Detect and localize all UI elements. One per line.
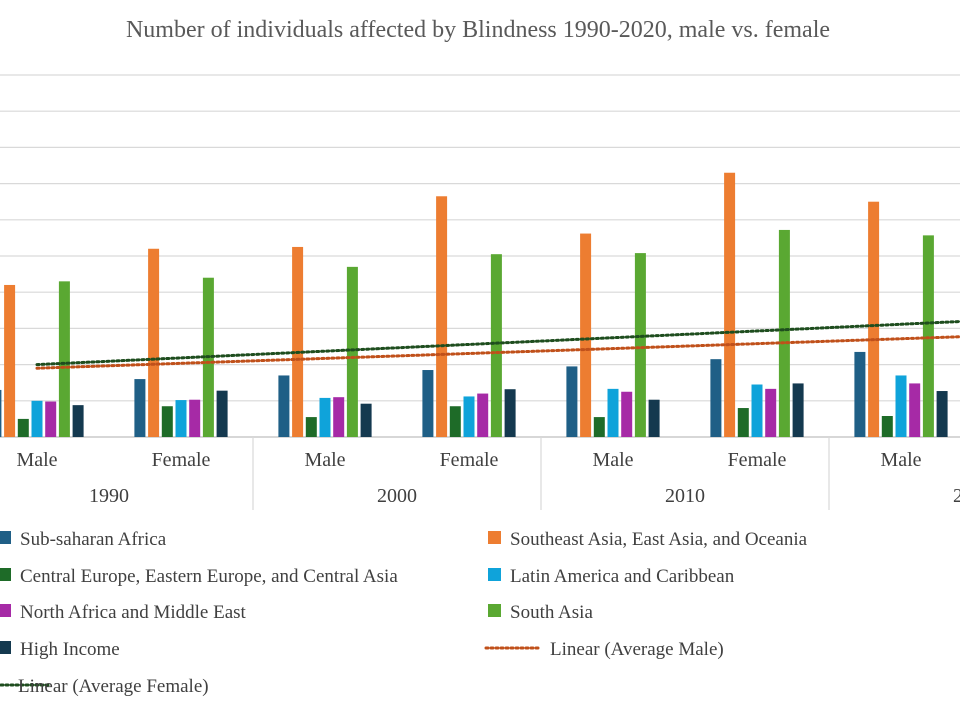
bar bbox=[936, 391, 948, 437]
legend-label: Sub-saharan Africa bbox=[20, 529, 167, 550]
bar bbox=[648, 399, 660, 437]
bar bbox=[58, 281, 70, 437]
legend-label: South Asia bbox=[510, 602, 593, 623]
bar bbox=[175, 400, 187, 437]
bar bbox=[621, 391, 633, 437]
bar bbox=[566, 366, 578, 437]
chart-title: Number of individuals affected by Blindn… bbox=[126, 17, 830, 43]
group-tick-label: 2010 bbox=[665, 485, 705, 507]
bar bbox=[854, 351, 866, 437]
legend-label: Central Europe, Eastern Europe, and Cent… bbox=[20, 566, 398, 587]
trendline bbox=[35, 335, 960, 370]
category-tick-label: Female bbox=[152, 449, 211, 471]
legend-label: High Income bbox=[20, 639, 120, 660]
legend-swatch bbox=[0, 568, 11, 581]
category-tick-label: Female bbox=[440, 449, 499, 471]
bar bbox=[360, 403, 372, 437]
bar bbox=[778, 229, 790, 437]
category-tick-label: Male bbox=[16, 449, 57, 471]
category-tick-label: Male bbox=[592, 449, 633, 471]
bar bbox=[895, 375, 907, 437]
legend-swatch bbox=[488, 568, 501, 581]
legend-label: North Africa and Middle East bbox=[20, 602, 247, 623]
bar bbox=[724, 172, 736, 438]
legend-swatch bbox=[488, 531, 501, 544]
bar bbox=[504, 389, 516, 437]
bars bbox=[0, 172, 948, 438]
bar bbox=[909, 383, 921, 437]
group-tick-label: 2020 bbox=[953, 485, 960, 507]
legend-label: Southeast Asia, East Asia, and Oceania bbox=[510, 529, 808, 550]
bar bbox=[292, 246, 304, 437]
bar bbox=[216, 390, 228, 437]
category-tick-label: Female bbox=[728, 449, 787, 471]
legend-label: Latin America and Caribbean bbox=[510, 566, 735, 587]
trendlines bbox=[35, 320, 960, 370]
bar bbox=[765, 388, 777, 437]
bar bbox=[792, 383, 804, 437]
bar bbox=[449, 406, 461, 437]
legend-swatch bbox=[488, 604, 501, 617]
bar bbox=[922, 235, 934, 437]
bar bbox=[881, 416, 893, 437]
trendline bbox=[35, 320, 960, 367]
bar bbox=[161, 406, 173, 437]
bar bbox=[31, 400, 43, 437]
bar bbox=[607, 388, 619, 437]
legend-label: Linear (Average Female) bbox=[18, 676, 209, 697]
bar bbox=[134, 379, 146, 437]
bar bbox=[751, 384, 763, 437]
legend-swatch bbox=[0, 531, 11, 544]
bar bbox=[278, 375, 290, 437]
bar bbox=[148, 248, 160, 437]
legend-swatch bbox=[0, 604, 11, 617]
bar bbox=[189, 399, 201, 437]
bar bbox=[72, 405, 84, 437]
bar bbox=[4, 284, 16, 437]
bar bbox=[0, 389, 2, 437]
bar bbox=[422, 370, 434, 437]
bar bbox=[737, 408, 749, 437]
bar bbox=[333, 397, 345, 437]
legend-swatch bbox=[0, 641, 11, 654]
group-tick-label: 1990 bbox=[89, 485, 129, 507]
bar bbox=[634, 253, 646, 437]
bar bbox=[463, 396, 475, 437]
bar bbox=[346, 266, 358, 437]
bar bbox=[490, 254, 502, 437]
bar bbox=[45, 401, 57, 437]
bar bbox=[319, 397, 331, 437]
bar bbox=[305, 417, 317, 437]
bar bbox=[868, 201, 880, 437]
legend: Sub-saharan Africa Southeast Asia, East A… bbox=[0, 529, 808, 697]
bar bbox=[580, 233, 592, 437]
bar bbox=[593, 417, 605, 437]
bar bbox=[477, 393, 489, 437]
bar bbox=[710, 359, 722, 437]
bar bbox=[436, 196, 448, 437]
group-tick-label: 2000 bbox=[377, 485, 417, 507]
category-tick-label: Male bbox=[304, 449, 345, 471]
bar bbox=[17, 418, 29, 437]
category-axis: MaleFemaleMaleFemaleMaleFemaleMaleFemale… bbox=[16, 437, 960, 510]
legend-label: Linear (Average Male) bbox=[550, 639, 724, 660]
category-tick-label: Male bbox=[880, 449, 921, 471]
